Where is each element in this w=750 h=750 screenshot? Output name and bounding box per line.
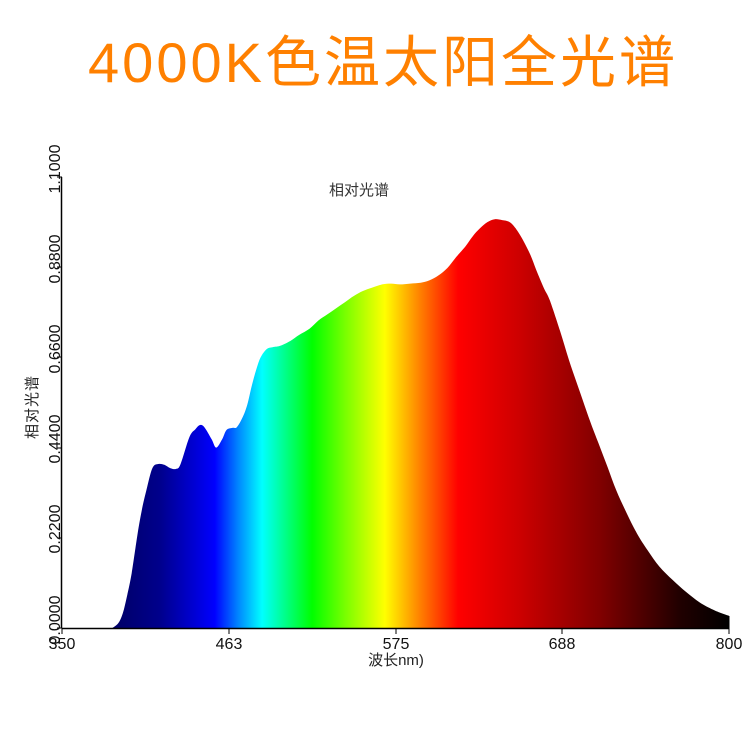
x-tick-label: 800 (716, 636, 743, 653)
y-tick-label: 0.0000 (47, 595, 64, 644)
x-tick-label: 575 (383, 636, 410, 653)
x-tick-label: 463 (216, 636, 243, 653)
y-axis-title: 相对光谱 (24, 375, 41, 439)
y-tick-label: 0.4400 (47, 414, 64, 463)
spectrum-area (112, 219, 729, 628)
x-axis-title: 波长nm) (368, 652, 424, 669)
y-axis-ticks (57, 176, 62, 629)
y-tick-label: 1.1000 (47, 144, 64, 193)
chart-subtitle: 相对光谱 (329, 182, 389, 199)
y-tick-label: 0.8800 (47, 234, 64, 283)
x-axis-ticks (61, 628, 730, 634)
page-title: 4000K色温太阳全光谱 (88, 31, 678, 94)
y-tick-label: 0.2200 (47, 504, 64, 553)
x-tick-label: 350 (49, 636, 76, 653)
x-tick-label: 688 (549, 636, 576, 653)
y-tick-label: 0.6600 (47, 324, 64, 373)
